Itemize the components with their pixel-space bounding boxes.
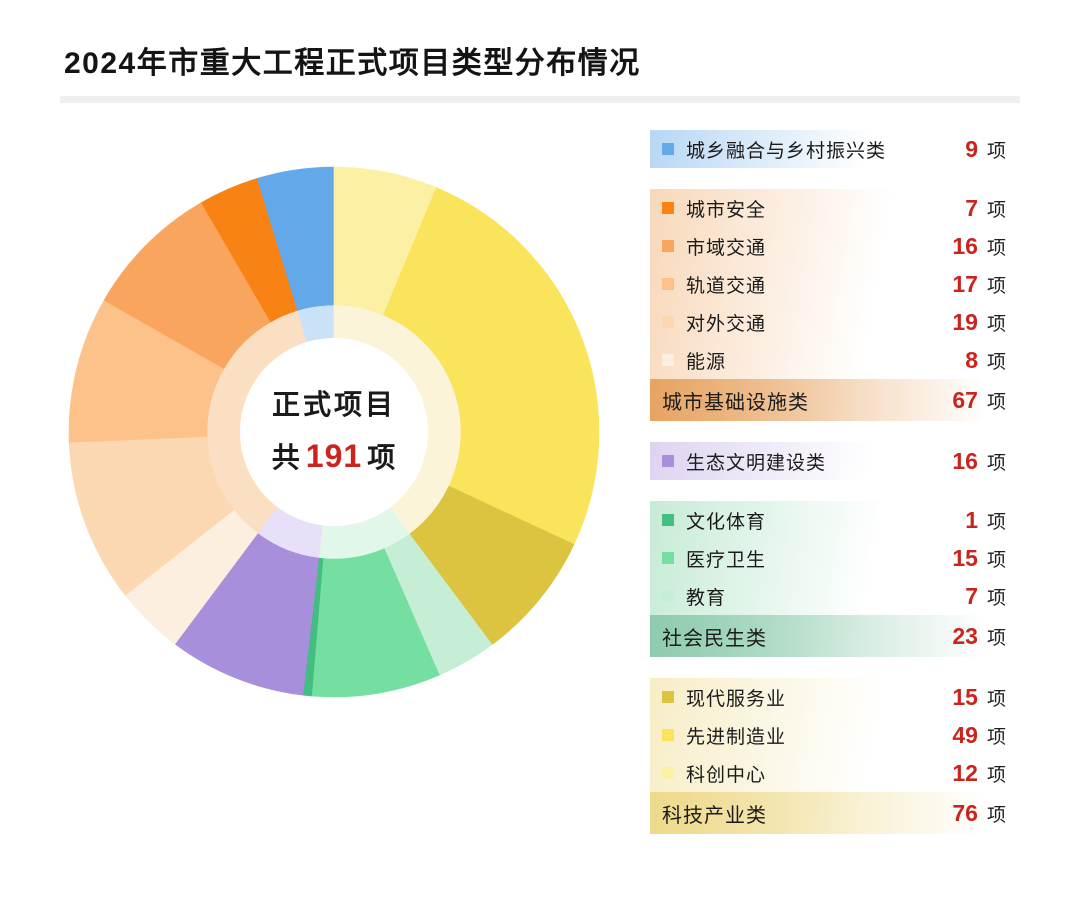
legend-item-value: 16 [952, 232, 978, 259]
legend-item-row-rail-transit: 轨道交通 17 项 [650, 265, 1016, 303]
legend: 城乡融合与乡村振兴类 9 项 城市安全 7 项 市域交通 16 项 轨道交通 1… [650, 130, 1016, 855]
legend-group-social-livelihood: 文化体育 1 项 医疗卫生 15 项 教育 7 项 社会民生类 23 项 [650, 501, 1016, 657]
legend-group-ecological-civilization: 生态文明建设类 16 项 [650, 442, 1016, 480]
legend-item-unit: 项 [986, 804, 1006, 826]
legend-item-row-urban-rural-revitalization: 城乡融合与乡村振兴类 9 项 [650, 130, 1016, 168]
legend-item-label: 社会民生类 [662, 627, 767, 650]
legend-item-label: 城市基础设施类 [662, 391, 809, 414]
legend-item-unit: 项 [986, 549, 1006, 571]
legend-marker-icon [662, 202, 674, 214]
legend-item-value: 15 [952, 544, 978, 571]
legend-item-label: 能源 [686, 351, 727, 373]
legend-item-row-medical-health: 医疗卫生 15 项 [650, 539, 1016, 577]
legend-item-unit: 项 [986, 688, 1006, 710]
legend-item-value: 9 [965, 135, 978, 162]
title-divider [60, 96, 1020, 103]
legend-item-row-culture-sports: 文化体育 1 项 [650, 501, 1016, 539]
legend-group-urban-rural-revitalization: 城乡融合与乡村振兴类 9 项 [650, 130, 1016, 168]
legend-item-value: 16 [952, 447, 978, 474]
legend-item-label: 城乡融合与乡村振兴类 [686, 140, 887, 162]
legend-marker-icon [662, 278, 674, 290]
legend-item-value: 49 [952, 721, 978, 748]
legend-item-unit: 项 [986, 511, 1006, 533]
legend-marker-icon [662, 691, 674, 703]
legend-item-unit: 项 [986, 313, 1006, 335]
legend-item-unit: 项 [986, 764, 1006, 786]
legend-item-label: 科技产业类 [662, 804, 767, 827]
center-label-line1: 正式项目 [271, 389, 396, 420]
legend-marker-icon [662, 552, 674, 564]
legend-marker-icon [662, 240, 674, 252]
legend-item-value: 19 [952, 308, 978, 335]
legend-item-unit: 项 [986, 140, 1006, 162]
legend-item-unit: 项 [986, 351, 1006, 373]
legend-marker-icon [662, 729, 674, 741]
legend-item-unit: 项 [986, 452, 1006, 474]
legend-subtotal-row-social-livelihood: 社会民生类 23 项 [650, 615, 1016, 657]
wedge-advanced-manufacturing [382, 186, 600, 545]
legend-item-row-education: 教育 7 项 [650, 577, 1016, 615]
page-title: 2024年市重大工程正式项目类型分布情况 [64, 47, 641, 80]
legend-item-label: 城市安全 [686, 199, 767, 221]
legend-marker-icon [662, 354, 674, 366]
legend-item-row-energy: 能源 8 项 [650, 341, 1016, 379]
legend-subtotal-row-tech-industry: 科技产业类 76 项 [650, 792, 1016, 834]
legend-item-value: 7 [965, 194, 978, 221]
donut-chart [68, 166, 600, 698]
legend-item-unit: 项 [986, 391, 1006, 413]
legend-item-row-external-transport: 对外交通 19 项 [650, 303, 1016, 341]
center-total-prefix: 共 [271, 442, 301, 473]
legend-item-row-city-transport: 市域交通 16 项 [650, 227, 1016, 265]
legend-item-value: 76 [952, 799, 978, 826]
legend-item-row-ecological-civilization: 生态文明建设类 16 项 [650, 442, 1016, 480]
legend-marker-icon [662, 143, 674, 155]
legend-item-value: 67 [952, 386, 978, 413]
legend-marker-icon [662, 455, 674, 467]
legend-item-unit: 项 [986, 627, 1006, 649]
legend-item-unit: 项 [986, 237, 1006, 259]
legend-item-label: 医疗卫生 [686, 549, 767, 571]
donut-center-hole [240, 338, 428, 526]
legend-item-label: 对外交通 [686, 313, 767, 335]
legend-item-label: 轨道交通 [686, 275, 767, 297]
legend-item-value: 12 [952, 759, 978, 786]
legend-item-label: 先进制造业 [686, 726, 787, 748]
legend-marker-icon [662, 316, 674, 328]
legend-item-row-modern-services: 现代服务业 15 项 [650, 678, 1016, 716]
legend-subtotal-row-urban-infrastructure: 城市基础设施类 67 项 [650, 379, 1016, 421]
wedge-innovation-center [333, 166, 437, 316]
legend-item-label: 现代服务业 [686, 688, 787, 710]
legend-item-row-city-safety: 城市安全 7 项 [650, 189, 1016, 227]
legend-item-label: 科创中心 [686, 764, 767, 786]
legend-item-unit: 项 [986, 275, 1006, 297]
legend-item-row-innovation-center: 科创中心 12 项 [650, 754, 1016, 792]
center-total-value: 191 [305, 438, 363, 474]
center-total-suffix: 项 [367, 442, 397, 473]
legend-item-row-advanced-manufacturing: 先进制造业 49 项 [650, 716, 1016, 754]
legend-item-unit: 项 [986, 199, 1006, 221]
legend-item-label: 生态文明建设类 [686, 452, 827, 474]
legend-item-value: 1 [965, 506, 978, 533]
legend-item-label: 市域交通 [686, 237, 767, 259]
legend-marker-icon [662, 514, 674, 526]
legend-item-label: 教育 [686, 587, 727, 609]
legend-marker-icon [662, 767, 674, 779]
legend-item-unit: 项 [986, 726, 1006, 748]
legend-item-label: 文化体育 [686, 511, 767, 533]
legend-group-tech-industry: 现代服务业 15 项 先进制造业 49 项 科创中心 12 项 科技产业类 76… [650, 678, 1016, 834]
legend-item-unit: 项 [986, 587, 1006, 609]
center-label-line2: 共 191 项 [204, 436, 464, 476]
legend-item-value: 7 [965, 582, 978, 609]
legend-item-value: 15 [952, 683, 978, 710]
legend-item-value: 8 [965, 346, 978, 373]
legend-item-value: 17 [952, 270, 978, 297]
legend-item-value: 23 [952, 622, 978, 649]
legend-group-urban-infrastructure: 城市安全 7 项 市域交通 16 项 轨道交通 17 项 对外交通 19 项 能… [650, 189, 1016, 421]
legend-marker-icon [662, 590, 674, 602]
donut-center-label: 正式项目 共 191 项 [204, 383, 464, 476]
